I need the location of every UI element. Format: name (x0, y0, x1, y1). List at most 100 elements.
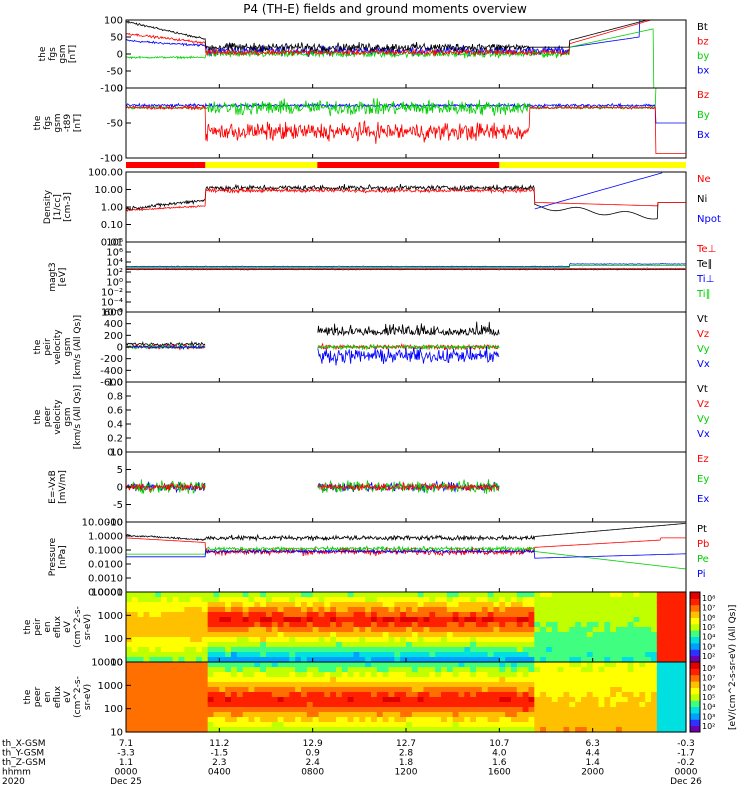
y-axis-label: the (33, 409, 43, 424)
legend-entry: Vy (697, 414, 710, 425)
y-tick-label: -600 (100, 378, 123, 389)
legend-entry: Pt (697, 524, 707, 535)
legend-entry: Vz (697, 329, 709, 340)
y-tick-label: -5 (113, 500, 123, 511)
footer-value: 6.3 (586, 739, 600, 749)
footer-value: 12.9 (303, 739, 323, 749)
y-tick-label: 10⁻⁴ (101, 298, 123, 309)
panel-frame (125, 87, 687, 159)
y-tick-label: 0 (117, 343, 123, 354)
legend-entry: Bx (697, 130, 710, 141)
y-tick-label: 10⁸ (106, 238, 123, 249)
legend-entry: Ey (697, 474, 709, 485)
y-axis-label: [1/cc] (53, 194, 63, 220)
peir-eflux-spectrogram (126, 592, 687, 663)
legend-entry: bx (697, 66, 709, 77)
legend-entry: Npot (697, 214, 721, 225)
legend-entry: Vt (697, 384, 708, 395)
footer-value: -0.3 (677, 739, 695, 749)
colorbar-tick-label: 10⁴ (702, 703, 715, 712)
y-axis-label: [nT] (68, 45, 78, 63)
series-line-by (125, 87, 686, 117)
y-tick-label: 10² (106, 268, 123, 279)
y-tick-label: 100 (104, 634, 123, 645)
y-axis-label: velocity (53, 399, 63, 435)
y-tick-label: 1000 (98, 611, 123, 622)
colorbar-tick-label: 10⁷ (702, 604, 715, 613)
legend-entry: Pb (697, 539, 709, 550)
y-axis-label: -t89 (63, 114, 73, 133)
colorbar-swatch (690, 630, 700, 638)
colorbar-swatch (690, 719, 700, 727)
y-tick-label: 5 (117, 465, 123, 476)
series-line-ne (125, 187, 686, 212)
y-tick-label: 1000 (98, 681, 123, 692)
colorbar-swatch (690, 604, 700, 612)
y-axis-label: [nPa] (58, 545, 68, 568)
y-tick-label: 10.00 (94, 185, 123, 196)
colorbar-swatch (690, 592, 700, 599)
y-tick-label: 200 (104, 331, 123, 342)
peer-eflux-spectrogram (126, 662, 687, 733)
y-tick-label: 400 (104, 319, 123, 330)
y-tick-label: 0 (117, 483, 123, 494)
y-tick-label: 0.0100 (88, 560, 123, 571)
footer-value: 0000 (675, 768, 698, 778)
footer-value: 2.8 (399, 749, 414, 759)
footer-value: 2.4 (306, 758, 321, 768)
footer-value: 1.1 (119, 758, 133, 768)
y-tick-label: 0.01 (101, 238, 123, 249)
series-line-bz (125, 103, 686, 154)
y-tick-label: 10000 (91, 588, 123, 599)
colorbar-tick-label: 10⁸ (702, 594, 715, 603)
colorbar-tick-label: 10⁵ (702, 623, 715, 632)
footer-value: 0800 (301, 768, 324, 778)
y-axis-label: (cm^2-s- (73, 606, 83, 648)
series-line-pt (125, 523, 686, 542)
y-tick-label: 10⁶ (106, 248, 123, 259)
footer-value: 11.2 (209, 739, 229, 749)
y-axis-label: [km/s (All Qs)] (73, 315, 83, 379)
y-tick-label: 0.2 (107, 434, 123, 445)
y-tick-label: 10 (110, 448, 123, 459)
y-tick-label: 1.0 (107, 378, 123, 389)
y-tick-label: 10⁴ (106, 258, 123, 269)
panel-frame (125, 171, 687, 243)
colorbar-tick-label: 10³ (702, 642, 715, 651)
series-line-vx (125, 344, 500, 366)
y-tick-label: 100.00 (88, 168, 123, 179)
y-axis-label: (cm^2-s- (73, 676, 83, 718)
y-axis-label: gsm (63, 337, 73, 356)
y-axis-label: the (23, 619, 33, 634)
y-axis-label: eflux (53, 685, 63, 708)
legend-entry: Bt (697, 22, 708, 33)
y-tick-label: 10 (110, 658, 123, 669)
y-axis-label: [eV] (58, 268, 68, 287)
legend-entry: Bz (697, 90, 709, 101)
mode-bar-segment (205, 162, 318, 168)
colorbar-swatch (690, 617, 700, 625)
y-tick-label: 10000 (91, 658, 123, 669)
colorbar-swatch (690, 655, 700, 663)
series-line-te-perp (125, 267, 686, 270)
colorbar-swatch (690, 674, 700, 682)
y-axis-label: peir (43, 338, 53, 356)
legend-entry: bz (697, 37, 709, 48)
legend-entry: Vy (697, 344, 710, 355)
y-axis-label: peir (33, 618, 43, 636)
y-tick-label: -400 (100, 366, 123, 377)
legend-entry: Ti⊥ (696, 274, 714, 285)
y-tick-label: -200 (100, 354, 123, 365)
y-axis-label: sr-eV) (83, 684, 93, 710)
footer-value: -3.3 (117, 749, 135, 759)
y-tick-label: 10⁻² (101, 288, 123, 299)
colorbar-tick-label: 10² (702, 722, 715, 731)
colorbar-tick-label: 10² (702, 652, 715, 661)
series-line-ez (125, 481, 500, 493)
y-tick-label: 10.0000 (82, 518, 123, 529)
footer-value: 4.0 (492, 749, 507, 759)
colorbar-swatch (690, 700, 700, 708)
y-tick-label: 50 (110, 33, 123, 44)
colorbar-tick-label: 10⁶ (702, 683, 715, 692)
